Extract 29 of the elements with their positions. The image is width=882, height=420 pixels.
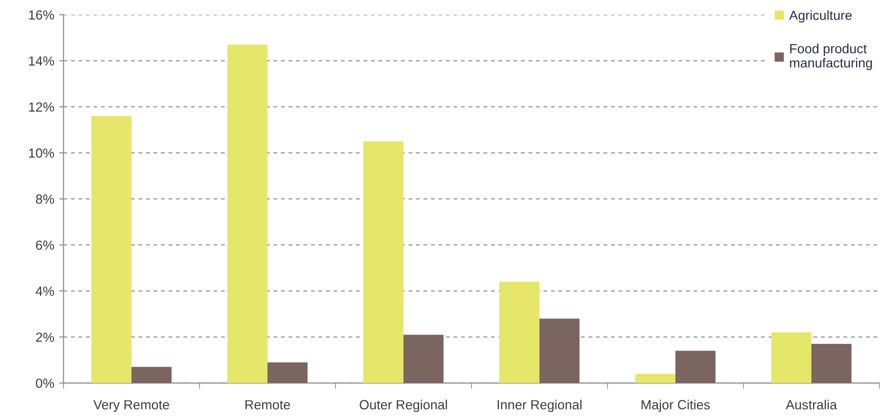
bar: [267, 362, 308, 384]
x-tick-label: Remote: [245, 400, 290, 410]
y-tick-label: 8%: [36, 194, 54, 204]
x-tick-label: Very Remote: [93, 400, 170, 412]
bar: [675, 350, 716, 384]
y-tick-label: 14%: [29, 56, 54, 66]
legend-label: Agriculture: [789, 10, 852, 23]
y-tick-label: 16%: [29, 10, 54, 20]
bar: [403, 334, 444, 384]
x-tick-label: Australia: [786, 400, 838, 410]
x-tick-label: Major Cities: [642, 400, 710, 412]
y-tick-label: 6%: [36, 240, 54, 250]
bar: [499, 282, 540, 384]
y-tick-label: 10%: [29, 148, 54, 158]
bar: [539, 318, 580, 384]
y-tick-label: 12%: [29, 102, 54, 112]
bar: [635, 374, 676, 384]
y-tick-label: 0%: [36, 378, 54, 388]
y-tick-label: 2%: [36, 332, 54, 342]
bar: [91, 116, 132, 384]
bar: [363, 141, 404, 384]
bar: [131, 366, 172, 384]
bar: [771, 332, 812, 384]
bar: [811, 344, 852, 384]
legend-label: Food product manufacturing: [790, 44, 872, 70]
bar: [227, 44, 268, 384]
x-tick-label: Inner Regional: [498, 400, 582, 412]
y-tick-label: 4%: [36, 286, 54, 296]
x-tick-label: Outer Regional: [360, 400, 447, 412]
